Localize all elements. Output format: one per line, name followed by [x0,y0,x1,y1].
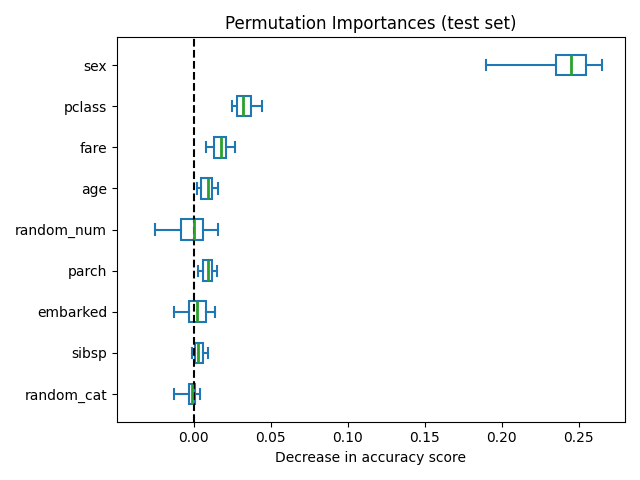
PathPatch shape [181,219,203,240]
Title: Permutation Importances (test set): Permutation Importances (test set) [225,15,516,33]
X-axis label: Decrease in accuracy score: Decrease in accuracy score [275,451,467,465]
PathPatch shape [189,384,195,404]
PathPatch shape [237,96,251,117]
PathPatch shape [556,55,586,75]
PathPatch shape [189,301,206,322]
PathPatch shape [202,178,212,199]
PathPatch shape [195,343,203,363]
PathPatch shape [203,260,212,281]
PathPatch shape [214,137,226,157]
